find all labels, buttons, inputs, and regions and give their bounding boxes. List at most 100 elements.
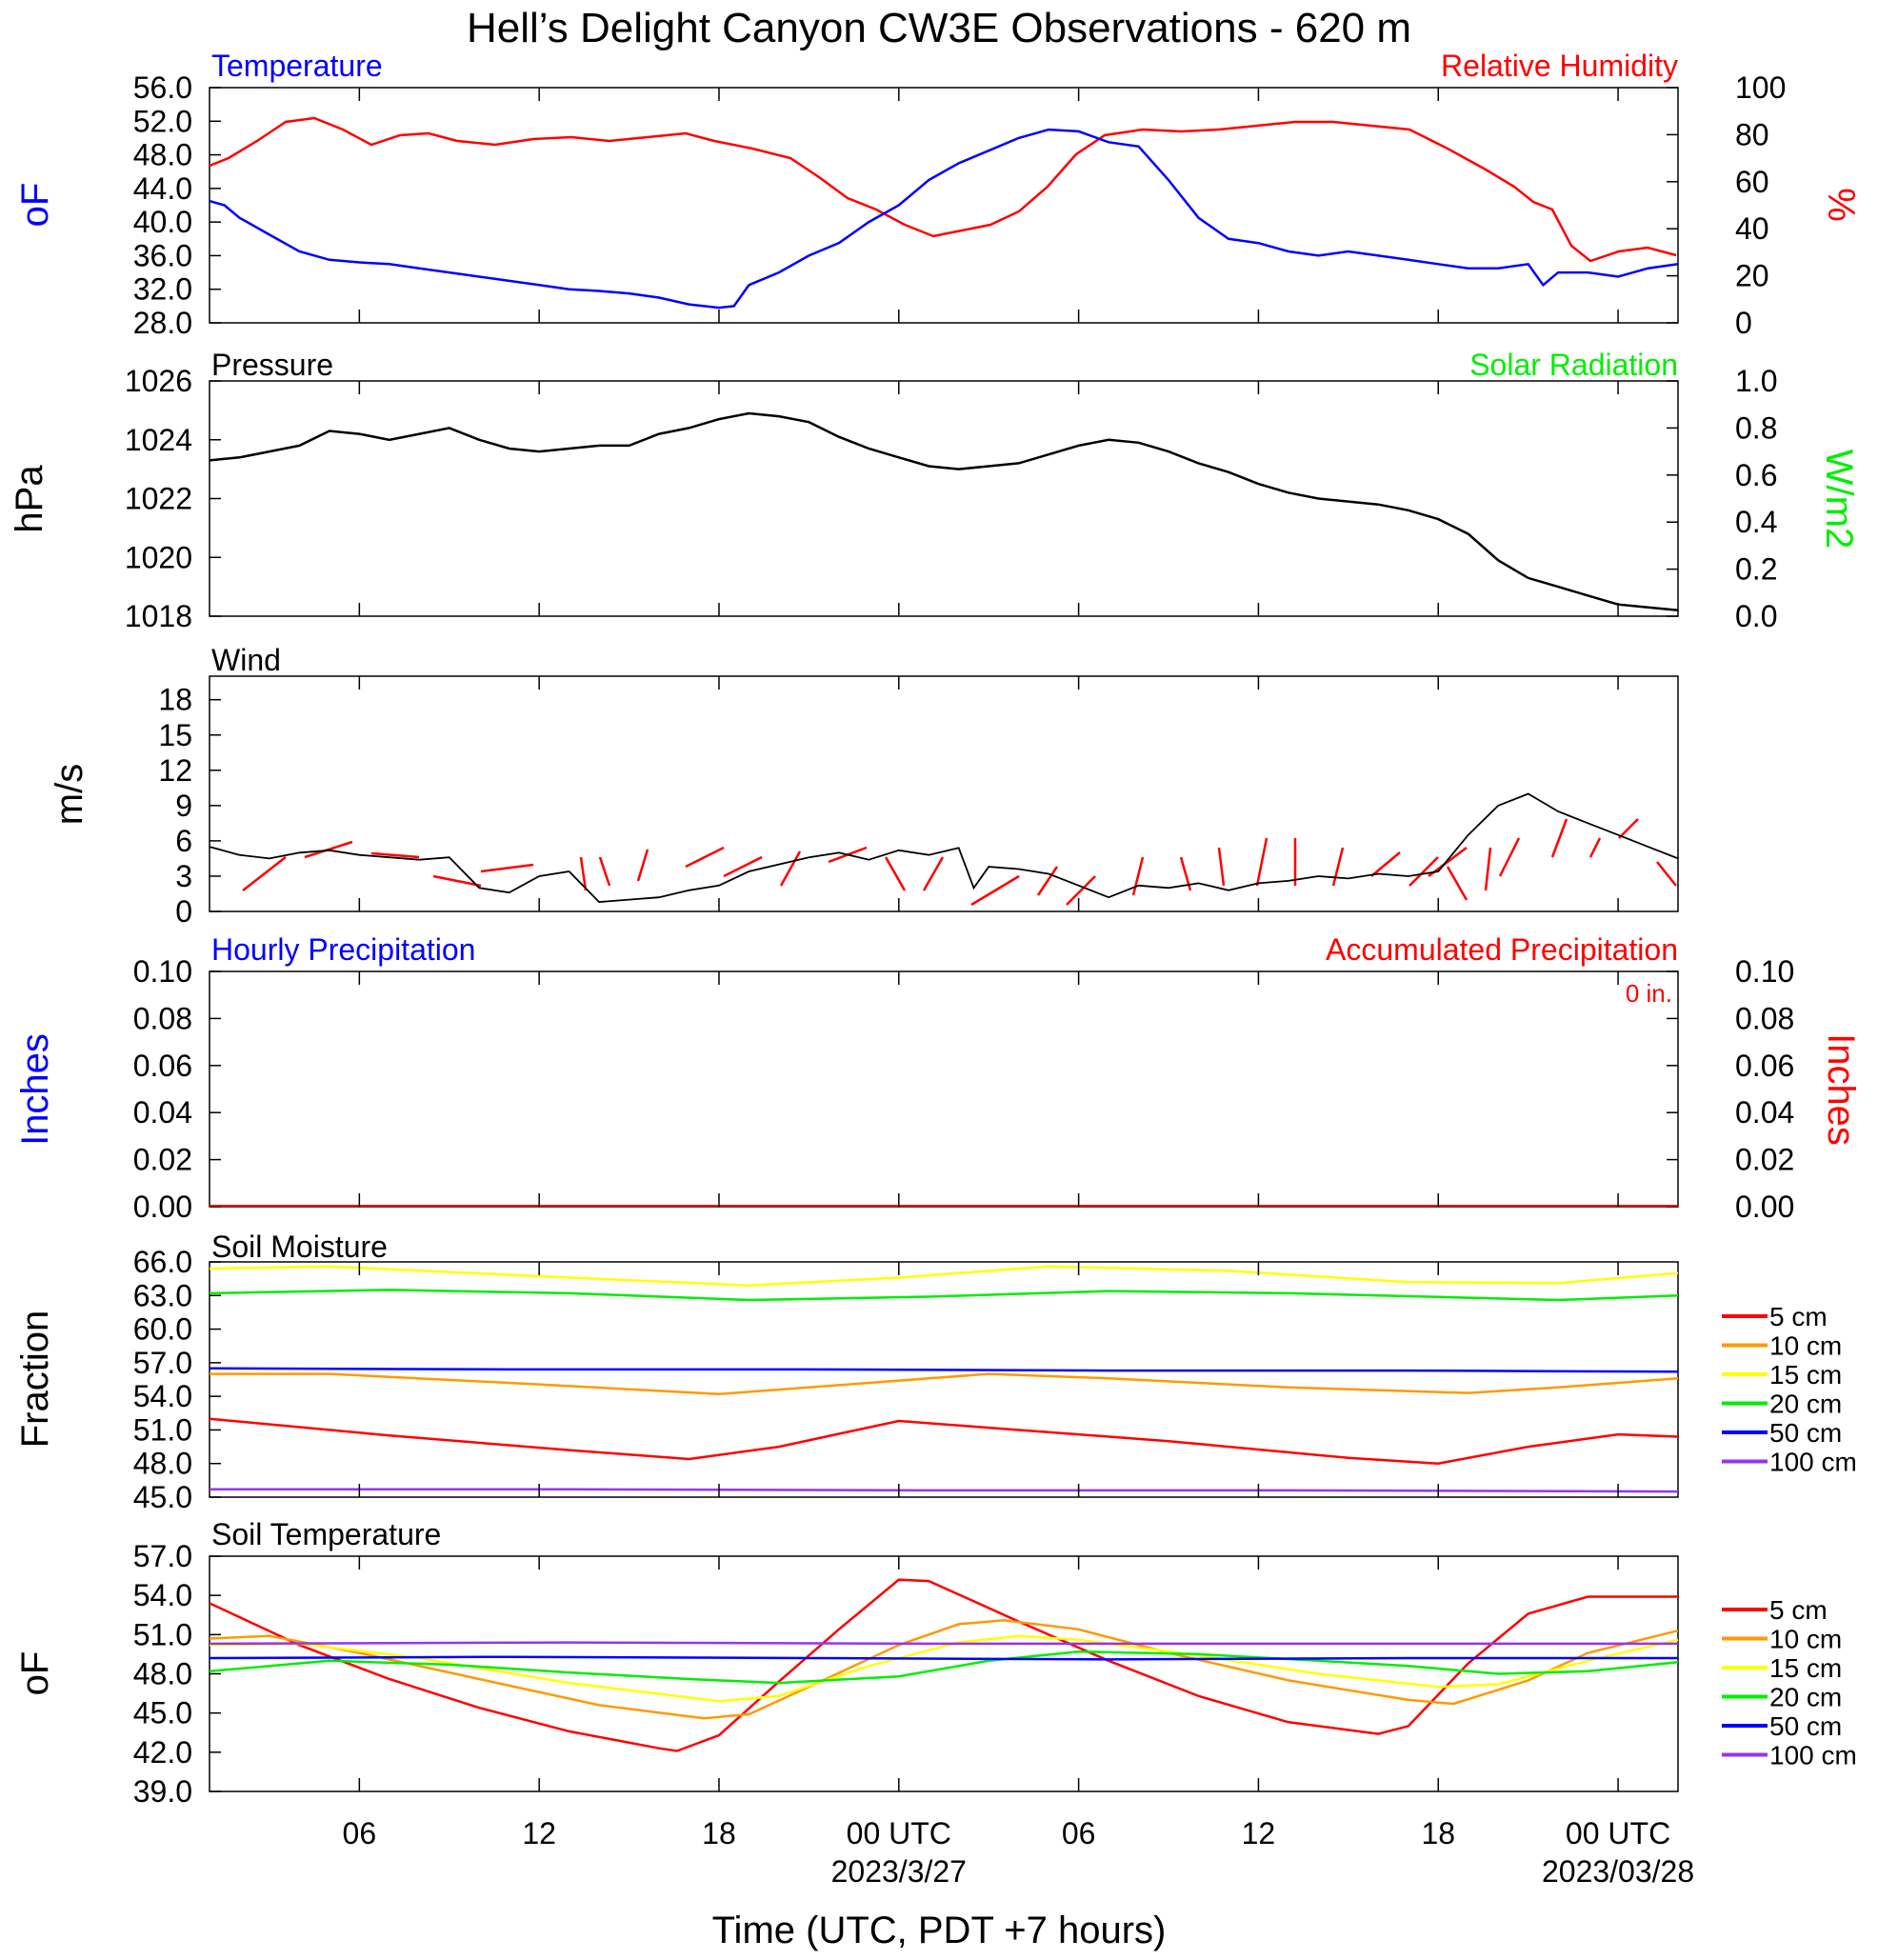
legend-label: 20 cm	[1769, 1390, 1842, 1419]
x-tick-label: 18	[702, 1816, 736, 1850]
y-tick-label: 0.6	[1735, 458, 1777, 492]
temperature-y-ticks: 28.032.036.040.044.048.052.056.0	[133, 70, 221, 340]
x-axis-label: Time (UTC, PDT +7 hours)	[712, 1910, 1167, 1951]
x-tick-label: 12	[1242, 1816, 1276, 1850]
legend-label: 20 cm	[1769, 1683, 1842, 1712]
y-tick-label: 0.00	[1735, 1190, 1794, 1224]
y-tick-label: 1026	[125, 364, 192, 398]
x-axis-ticks: 06 12 18 00 UTC 2023/3/27 06 12 18 00 UTC 2023/03…	[343, 88, 1694, 1889]
legend-label: 50 cm	[1769, 1418, 1842, 1448]
legend-label: 5 cm	[1769, 1302, 1828, 1331]
wind-barb	[242, 818, 1677, 907]
x-tick-label: 06	[343, 1816, 377, 1850]
pressure-frame	[209, 380, 1679, 617]
legend-label: 50 cm	[1769, 1711, 1842, 1741]
humidity-line	[209, 116, 1677, 263]
y-tick-label: 1024	[125, 423, 192, 457]
soil_moisture-5-cm-line	[209, 1417, 1679, 1465]
soil_temp-15-cm-line	[209, 1634, 1679, 1703]
accum-precip-unit: Inches	[1820, 1033, 1862, 1146]
y-tick-label: 39.0	[133, 1774, 192, 1809]
temperature-line	[209, 128, 1679, 310]
soil_temp-20-cm-line	[209, 1650, 1679, 1685]
soil_moisture-50-cm-line	[209, 1367, 1679, 1373]
humidity-title: Relative Humidity	[1441, 49, 1678, 83]
y-tick-label: 57.0	[133, 1346, 192, 1380]
y-tick-label: 48.0	[133, 138, 192, 172]
soil_temp-5-cm-line	[209, 1578, 1678, 1752]
y-tick-label: 0.8	[1735, 410, 1777, 445]
y-tick-label: 3	[175, 859, 192, 893]
x-tick-label: 00 UTC	[1566, 1816, 1670, 1850]
soil_moisture-15-cm-line	[209, 1265, 1679, 1287]
pressure-line	[209, 411, 1679, 612]
y-tick-label: 6	[175, 824, 192, 858]
y-tick-label: 0.4	[1735, 505, 1777, 539]
precip-panel: Hourly Precipitation Accumulated Precipi…	[14, 932, 1862, 1224]
y-tick-label: 15	[158, 718, 192, 752]
accum-precip-y-ticks: 0.00 0.02 0.04 0.06 0.08 0.10	[1667, 954, 1794, 1224]
legend-label: 10 cm	[1769, 1331, 1842, 1361]
y-tick-label: 52.0	[133, 104, 192, 138]
x-date-label: 2023/3/27	[831, 1854, 967, 1889]
soil_temp-50-cm-line	[209, 1655, 1678, 1661]
wind-frame	[209, 675, 1679, 912]
y-tick-label: 56.0	[133, 70, 192, 105]
legend-label: 10 cm	[1769, 1625, 1842, 1654]
y-tick-label: 63.0	[133, 1278, 192, 1312]
y-tick-label: 60.0	[133, 1312, 192, 1347]
y-tick-label: 80	[1735, 117, 1769, 151]
y-tick-label: 36.0	[133, 238, 192, 272]
y-tick-label: 0.02	[133, 1143, 192, 1177]
hourly-precip-y-ticks: 0.00 0.02 0.04 0.06 0.08 0.10	[133, 954, 221, 1224]
humidity-series	[209, 116, 1677, 263]
y-tick-label: 9	[175, 789, 192, 823]
soil-moisture-panel: Soil Moisture Fraction 45.048.051.054.05…	[14, 1230, 1857, 1514]
pressure-y-ticks: 1018 1020 1022 1024 1026	[125, 364, 221, 633]
figure-title: Hell’s Delight Canyon CW3E Observations …	[467, 5, 1411, 51]
legend-label: 100 cm	[1769, 1741, 1857, 1770]
y-tick-label: 0	[1735, 306, 1752, 340]
solar-title: Solar Radiation	[1469, 348, 1678, 382]
y-tick-label: 18	[158, 683, 192, 717]
y-tick-label: 20	[1735, 259, 1769, 293]
y-tick-label: 1018	[125, 599, 192, 633]
y-tick-label: 54.0	[133, 1379, 192, 1413]
soil_moisture-100-cm-line	[210, 1488, 1679, 1493]
humidity-unit: %	[1820, 188, 1862, 222]
y-tick-label: 48.0	[133, 1447, 192, 1481]
precip-frame	[209, 970, 1679, 1208]
y-tick-label: 0	[175, 894, 192, 929]
y-tick-label: 0.04	[133, 1095, 192, 1130]
y-tick-label: 48.0	[133, 1657, 192, 1691]
legend-label: 5 cm	[1769, 1595, 1828, 1625]
wind-barbs	[242, 818, 1677, 907]
wind-speed-line	[209, 792, 1679, 904]
accum-precip-title: Accumulated Precipitation	[1326, 932, 1678, 967]
y-tick-label: 66.0	[133, 1245, 192, 1279]
temp_rh-series-line	[209, 128, 1679, 310]
y-tick-label: 40	[1735, 211, 1769, 246]
y-tick-label: 12	[158, 753, 192, 788]
temp-rh-panel: Temperature Relative Humidity oF % 28.03…	[14, 49, 1862, 340]
pressure-title: Pressure	[211, 348, 333, 382]
x-tick-label: 06	[1062, 1816, 1096, 1850]
solar-y-ticks: 0.0 0.2 0.4 0.6 0.8 1.0	[1667, 364, 1777, 633]
soil_temp-100-cm-line	[209, 1641, 1678, 1646]
soil-temp-panel: Soil Temperature oF 39.0 42.0 45.0 48.0 51.0…	[14, 1517, 1857, 1809]
soil-temp-unit: oF	[14, 1651, 56, 1696]
y-tick-label: 60	[1735, 165, 1769, 199]
y-tick-label: 57.0	[133, 1539, 192, 1573]
y-tick-label: 44.0	[133, 171, 192, 206]
wind-unit: m/s	[49, 764, 90, 825]
y-tick-label: 100	[1735, 70, 1786, 105]
soil_temp-10-cm-line	[209, 1618, 1679, 1720]
pressure-series-line	[209, 411, 1679, 612]
wind-speed-line	[209, 792, 1679, 904]
y-tick-label: 0.10	[1735, 954, 1794, 989]
soil-moisture-y-ticks: 45.048.051.054.057.060.063.066.0	[133, 1245, 221, 1514]
soil-temp-lines	[209, 1578, 1679, 1752]
